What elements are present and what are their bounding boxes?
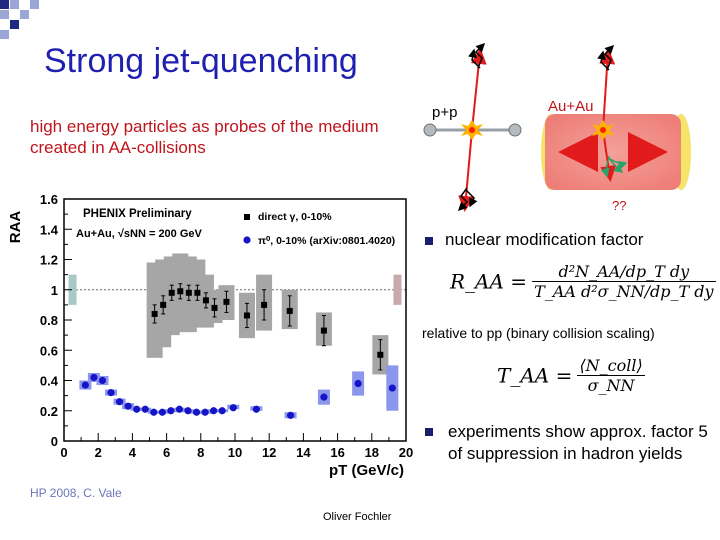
photon-point — [160, 301, 167, 308]
x-tick-label: 10 — [228, 445, 242, 460]
x-axis-label: pT (GeV/c) — [329, 462, 404, 479]
pion-point — [388, 384, 396, 392]
taa-numerator: ⟨N_coll⟩ — [579, 356, 643, 375]
bullet-suppression-text: experiments show approx. factor 5 of sup… — [448, 422, 708, 463]
photon-point — [168, 289, 175, 296]
pion-point — [184, 407, 192, 415]
legend-pion-marker — [243, 236, 251, 244]
pion-point — [150, 408, 158, 416]
legend-pion-label: π⁰, 0-10% (arXiv:0801.4020) — [258, 235, 395, 247]
pion-point — [158, 408, 166, 416]
x-tick-label: 16 — [330, 445, 344, 460]
y-tick-label: 1 — [51, 283, 58, 298]
x-tick-label: 6 — [163, 445, 170, 460]
photon-point — [286, 307, 293, 314]
photon-point — [185, 289, 192, 296]
slide-subtitle: high energy particles as probes of the m… — [30, 117, 379, 157]
photon-point — [211, 304, 218, 311]
pion-point — [354, 379, 362, 388]
pp-collision: p+p — [423, 42, 522, 212]
y-tick-label: 1.4 — [40, 222, 59, 237]
y-tick-label: 0.2 — [40, 404, 58, 419]
pion-point — [201, 408, 209, 416]
photon-point — [320, 327, 327, 334]
normalization-box — [68, 274, 77, 305]
x-tick-label: 8 — [197, 445, 204, 460]
pion-point — [115, 398, 124, 406]
photon-point — [151, 310, 158, 317]
pion-point — [107, 389, 115, 397]
bullet-raa: nuclear modification factor — [425, 230, 643, 250]
corner-decoration — [0, 0, 39, 39]
unknown-label: ?? — [612, 198, 626, 213]
photon-point — [177, 288, 184, 295]
slide-title: Strong jet-quenching — [44, 42, 358, 80]
photon-point — [202, 297, 209, 304]
pp-label: p+p — [432, 104, 457, 121]
photon-point — [194, 289, 201, 296]
chart-subtitle: Au+Au, √sNN = 200 GeV — [76, 228, 203, 240]
y-tick-label: 1.6 — [40, 192, 58, 207]
raa-denominator: T_AA d²σ_NN/dp_T dy — [532, 281, 716, 301]
x-tick-label: 20 — [399, 445, 413, 460]
binary-scaling-note: relative to pp (binary collision scaling… — [422, 325, 655, 341]
taa-lhs: T_AA = — [497, 363, 573, 388]
pion-point — [90, 373, 98, 382]
taa-formula: T_AA = ⟨N_coll⟩ σ_NN — [497, 356, 645, 395]
auau-label: Au+Au — [548, 98, 593, 115]
raa-numerator: d²N_AA/dp_T dy — [558, 262, 690, 281]
y-tick-label: 0 — [51, 434, 58, 449]
bullet-raa-text: nuclear modification factor — [445, 230, 644, 249]
y-tick-label: 1.2 — [40, 253, 58, 268]
pion-point — [192, 408, 201, 416]
x-tick-label: 18 — [365, 445, 379, 460]
pion-point — [218, 407, 226, 415]
pion-point — [133, 405, 141, 413]
raa-chart: 0 2 4 6 8 10 12 14 16 18 20 0 0.2 0.4 0.6 0.8 1 1.2 1.4 1.6… — [7, 192, 413, 479]
pion-point — [252, 405, 260, 413]
pion-point — [175, 405, 184, 413]
pion-point — [286, 411, 295, 419]
raa-lhs: R_AA = — [450, 269, 528, 294]
bullet-marker — [425, 428, 433, 436]
legend-photon-marker — [244, 214, 250, 220]
photon-point — [223, 298, 230, 305]
chart-title: PHENIX Preliminary — [83, 208, 192, 220]
pion-point — [124, 402, 132, 410]
x-tick-label: 4 — [129, 445, 137, 460]
pion-point — [81, 381, 89, 389]
y-axis-label: RAA — [7, 211, 24, 244]
y-tick-label: 0.8 — [40, 313, 58, 328]
photon-point — [261, 301, 268, 308]
y-tick-label: 0.4 — [40, 374, 59, 389]
bullet-marker — [425, 236, 433, 245]
pion-point — [167, 407, 175, 415]
author-name: Oliver Fochler — [323, 511, 392, 523]
x-tick-label: 14 — [296, 445, 311, 460]
pion-point — [98, 376, 107, 385]
pion-point — [229, 404, 237, 412]
pion-point — [320, 393, 328, 401]
x-tick-label: 0 — [60, 445, 67, 460]
credit-text: HP 2008, C. Vale — [30, 486, 122, 500]
normalization-box — [393, 274, 402, 305]
x-tick-label: 2 — [95, 445, 102, 460]
photon-point — [377, 351, 384, 358]
taa-denominator: σ_NN — [577, 375, 645, 395]
raa-formula: R_AA = d²N_AA/dp_T dy T_AA d²σ_NN/dp_T d… — [450, 262, 716, 301]
x-tick-label: 12 — [262, 445, 276, 460]
collision-diagram: p+p Au+Au ?? — [423, 42, 691, 213]
pion-point — [210, 407, 218, 415]
auau-collision: Au+Au ?? — [541, 44, 691, 213]
pion-point — [141, 405, 149, 413]
photon-point — [243, 312, 250, 319]
y-tick-label: 0.6 — [40, 343, 58, 358]
legend-photon-label: direct γ, 0-10% — [258, 211, 332, 223]
